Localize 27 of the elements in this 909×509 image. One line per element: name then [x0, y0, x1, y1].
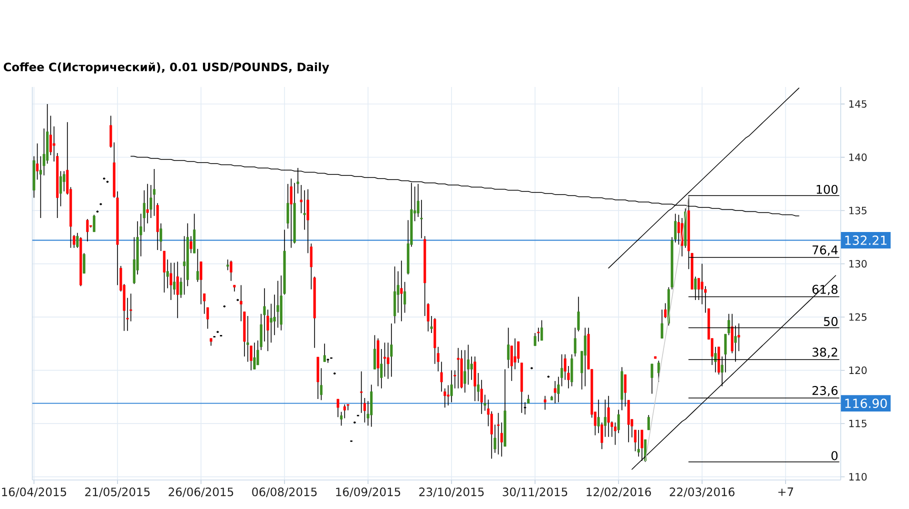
x-tick-label: 06/08/2015 — [252, 488, 317, 498]
y-tick-label: 135 — [849, 206, 866, 214]
x-tick-label: +7 — [778, 488, 794, 496]
y-tick-label: 130 — [849, 260, 867, 268]
x-tick-label: 22/03/2016 — [670, 488, 734, 498]
x-tick-label: 12/02/2016 — [586, 488, 651, 498]
series-label: 23,6 — [812, 386, 838, 396]
series-label: 0 — [831, 451, 838, 460]
series-label: 76,4 — [812, 245, 838, 256]
y-tick-label: 120 — [849, 366, 867, 374]
y-tick-label: 140 — [849, 153, 867, 162]
x-tick-label: 30/11/2015 — [502, 488, 568, 498]
x-tick-label: 26/06/2015 — [168, 488, 234, 498]
y-tick-label: 115 — [849, 420, 866, 428]
series-label: 50 — [824, 316, 838, 326]
y-tick-label: 125 — [849, 313, 866, 321]
x-tick-label: 23/10/2015 — [419, 488, 484, 498]
series-label: 100 — [816, 184, 838, 194]
y-tick-label: 145 — [849, 100, 866, 108]
x-tick-label: 16/09/2015 — [336, 488, 400, 498]
ref-line-label: 116.90 — [845, 398, 887, 408]
series-label: 38,2 — [812, 348, 838, 358]
ref-line-label: 132.21 — [845, 236, 886, 245]
x-tick-label: 16/04/2015 — [2, 488, 66, 498]
y-tick-label: 110 — [849, 473, 867, 481]
chart-title: Coffee C(Исторический), 0.01 USD/POUNDS, Daily — [4, 62, 330, 74]
x-tick-label: 21/05/2015 — [85, 488, 150, 498]
